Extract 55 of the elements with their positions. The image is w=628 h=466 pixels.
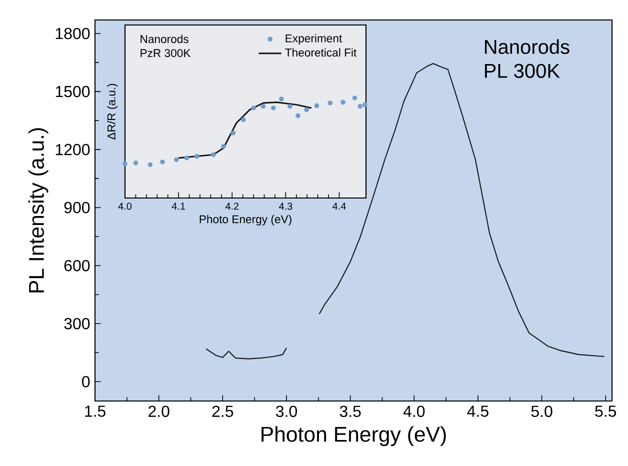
y-axis-title: ΔR/R (a.u.)	[107, 84, 118, 140]
point	[314, 103, 320, 108]
legend-label: Experiment	[286, 34, 342, 45]
x-axis-title: Photon Energy (eV)	[262, 426, 446, 446]
point	[362, 102, 368, 108]
y-tick-label: 0	[82, 376, 90, 388]
x-tick-label: 4.0	[118, 202, 132, 210]
x-tick-label: 2.5	[212, 406, 234, 418]
y-tick-label: 300	[64, 318, 90, 330]
y-tick-label: 600	[64, 260, 90, 272]
x-tick-label: 5.5	[595, 406, 616, 417]
point	[148, 162, 153, 168]
x-tick-label: 4.3	[278, 202, 292, 210]
point	[278, 96, 284, 102]
x-tick-label: 3.5	[340, 406, 361, 418]
point	[358, 104, 363, 109]
x-axis-title: Photo Energy (eV)	[200, 214, 292, 226]
point	[194, 154, 200, 159]
x-tick-label: 5.0	[531, 406, 552, 418]
point	[304, 107, 309, 112]
annotation: PzR 300K	[140, 49, 191, 58]
point	[230, 130, 236, 136]
point	[160, 160, 165, 164]
point	[251, 106, 256, 110]
y-axis-title: PL Intensity (a.u.)	[28, 128, 48, 292]
point	[340, 100, 346, 105]
x-tick-label: 2.0	[148, 406, 170, 418]
point	[328, 100, 333, 106]
point	[210, 152, 216, 158]
annotation: PL 300K	[484, 64, 560, 78]
annotation: Nanorods	[484, 39, 570, 54]
x-tick-label: 3.0	[276, 406, 297, 418]
x-tick-label: 4.1	[172, 202, 186, 210]
y-tick-label: 1800	[56, 28, 90, 40]
annotation: Nanorods	[140, 34, 188, 44]
point	[174, 157, 179, 162]
x-tick-label: 4.2	[225, 202, 239, 210]
point	[122, 161, 128, 166]
x-tick-label: 1.5	[85, 406, 106, 417]
y-tick-label: 1500	[56, 86, 90, 98]
y-tick-label: 900	[64, 202, 90, 214]
point	[260, 104, 266, 109]
point	[288, 104, 292, 109]
point	[352, 96, 358, 100]
point	[184, 156, 189, 160]
point	[133, 160, 138, 166]
x-tick-label: 4.4	[332, 202, 346, 210]
y-tick-label: 1200	[56, 144, 90, 156]
x-tick-label: 4.0	[403, 406, 425, 418]
x-tick-label: 4.5	[467, 406, 488, 417]
point	[270, 106, 276, 110]
point	[240, 117, 246, 122]
legend-label: Theoretical Fit	[285, 48, 357, 57]
point	[221, 144, 226, 149]
point	[296, 113, 300, 118]
